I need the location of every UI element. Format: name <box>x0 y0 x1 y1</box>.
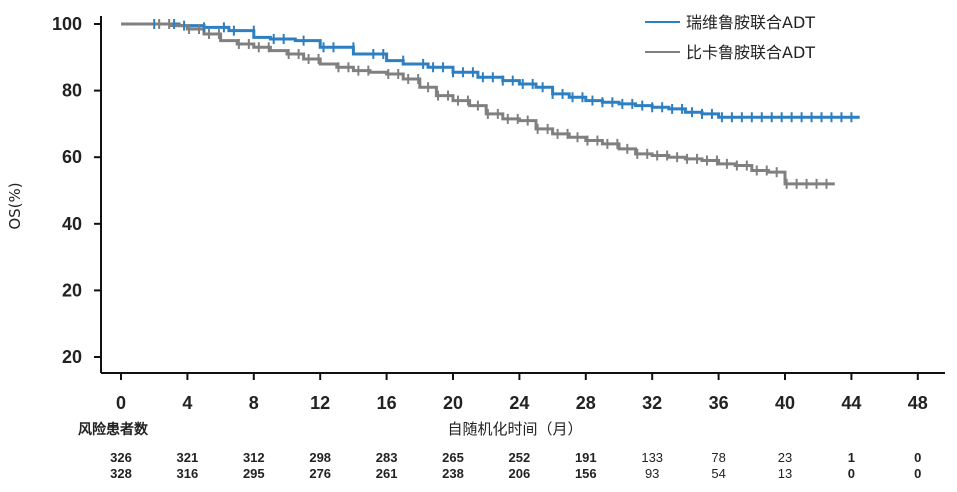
x-tick-label: 8 <box>249 393 259 413</box>
risk-count: 1 <box>848 450 855 465</box>
x-axis-title: 自随机化时间（月） <box>447 420 582 438</box>
axes <box>100 16 945 374</box>
x-tick-label: 28 <box>576 393 596 413</box>
risk-count: 191 <box>575 450 597 465</box>
x-axis-ticks: 0 4 8 12 16 20 24 28 32 36 40 44 48 <box>116 373 928 413</box>
risk-count: 23 <box>778 450 792 465</box>
risk-count: 316 <box>177 466 199 481</box>
x-tick-label: 40 <box>775 393 795 413</box>
risk-count: 312 <box>243 450 265 465</box>
y-tick-label: 20 <box>62 280 82 300</box>
x-tick-label: 12 <box>310 393 330 413</box>
risk-count: 206 <box>509 466 531 481</box>
risk-count: 252 <box>509 450 531 465</box>
risk-count: 276 <box>309 466 331 481</box>
legend-label: 比卡鲁胺联合ADT <box>686 43 815 62</box>
risk-count: 0 <box>914 450 921 465</box>
risk-count: 133 <box>641 450 663 465</box>
risk-count: 328 <box>110 466 132 481</box>
x-tick-label: 44 <box>841 393 861 413</box>
risk-count: 261 <box>376 466 398 481</box>
risk-count: 265 <box>442 450 464 465</box>
risk-table-title: 风险患者数 <box>78 421 149 438</box>
censor-marks <box>153 19 853 189</box>
risk-count: 295 <box>243 466 265 481</box>
x-tick-label: 32 <box>642 393 662 413</box>
series-line-1 <box>121 22 860 119</box>
x-tick-label: 16 <box>377 393 397 413</box>
y-axis-title: OS(%) <box>6 182 24 229</box>
y-tick-label: 40 <box>62 214 82 234</box>
y-tick-label: 60 <box>62 147 82 167</box>
x-tick-label: 24 <box>509 393 529 413</box>
risk-count: 321 <box>177 450 199 465</box>
risk-count: 93 <box>645 466 659 481</box>
y-tick-label: 20 <box>62 347 82 367</box>
legend-label: 瑞维鲁胺联合ADT <box>686 13 815 32</box>
y-axis-ticks: 100 80 60 40 20 20 <box>52 14 101 367</box>
risk-count: 78 <box>711 450 725 465</box>
y-tick-label: 100 <box>52 14 82 34</box>
risk-count: 156 <box>575 466 597 481</box>
risk-count: 298 <box>309 450 331 465</box>
risk-count: 0 <box>914 466 921 481</box>
risk-count: 54 <box>711 466 725 481</box>
x-tick-label: 4 <box>182 393 192 413</box>
risk-count: 13 <box>778 466 792 481</box>
x-tick-label: 20 <box>443 393 463 413</box>
risk-count: 238 <box>442 466 464 481</box>
legend: 瑞维鲁胺联合ADT 比卡鲁胺联合ADT <box>645 13 815 62</box>
x-tick-label: 0 <box>116 393 126 413</box>
risk-count: 0 <box>848 466 855 481</box>
risk-count: 283 <box>376 450 398 465</box>
risk-count: 326 <box>110 450 132 465</box>
y-tick-label: 80 <box>62 81 82 101</box>
x-tick-label: 48 <box>908 393 928 413</box>
x-tick-label: 36 <box>709 393 729 413</box>
